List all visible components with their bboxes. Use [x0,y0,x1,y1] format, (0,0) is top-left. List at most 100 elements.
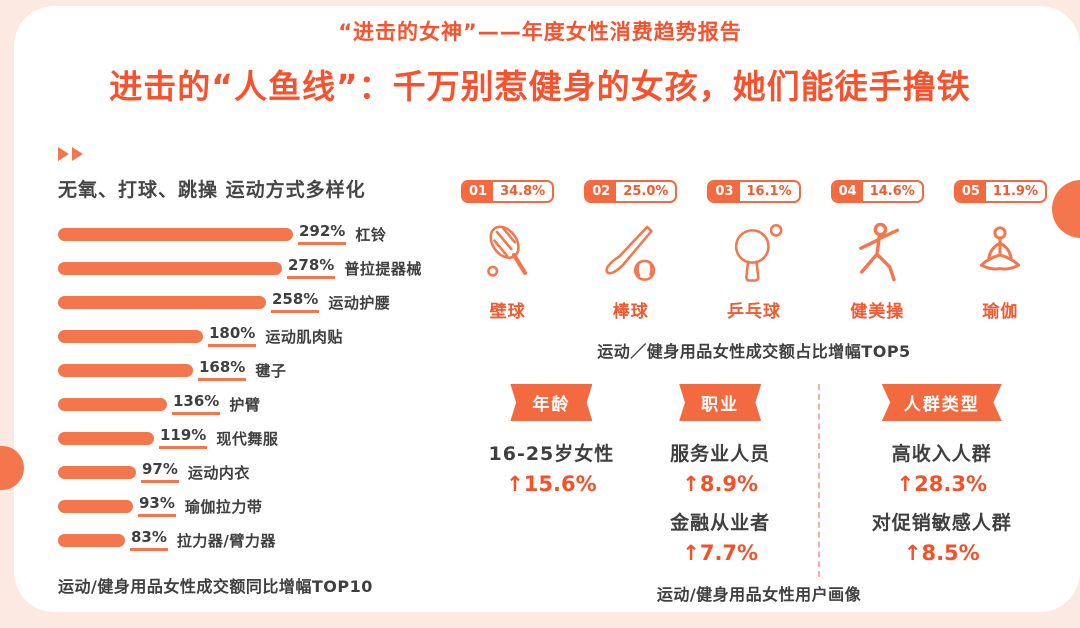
rank-badge: 01 34.8% [461,180,555,203]
bar-value: 292% [298,223,347,245]
bar-label: 运动内衣 [187,463,250,482]
rank-number: 05 [955,182,986,201]
profile-label: 16-25岁女性 [488,443,615,465]
bar-value: 258% [271,291,320,313]
top5-item: 04 14.6% 健美操 [816,180,939,322]
profile-column: 人群类型 高收入人群 ↑28.3% 对促销敏感人群 ↑8.5% [817,384,1050,577]
bar-value: 168% [198,359,247,381]
bar-label: 普拉提器械 [344,259,422,278]
bar-label: 毽子 [255,361,287,380]
profile-label: 对促销敏感人群 [871,512,1012,534]
top5-label: 瑜伽 [982,302,1019,322]
bar [58,431,154,445]
ribbon-header: 人群类型 [881,384,1002,421]
rank-badge: 05 11.9% [953,180,1048,203]
rank-number: 04 [832,182,863,201]
rank-badge: 04 14.6% [830,180,924,203]
profile-label: 高收入人群 [891,443,992,465]
top5-label: 健美操 [850,302,905,322]
yoga-icon [966,207,1034,291]
rank-number: 03 [709,182,740,201]
profile-column: 职业 服务业人员 ↑8.9% 金融从业者 ↑7.7% [635,384,806,577]
profile-entry: 金融从业者 ↑7.7% [635,508,806,565]
ribbon-header: 年龄 [510,384,593,421]
profile-caption: 运动/健身用品女性用户画像 [656,585,862,604]
rank-percent: 25.0% [623,184,669,199]
profile-entry: 对促销敏感人群 ↑8.5% [834,508,1050,565]
profile-value: ↑15.6% [506,472,597,496]
baseball-bat-icon [597,207,665,291]
top5-section: 01 34.8% 壁球 02 25.0% 棒球 [446,180,1062,362]
bar-value: 83% [130,529,168,551]
bar-row: 168% 毽子 [58,353,460,387]
rank-badge: 03 16.1% [707,180,801,203]
profile-value: ↑28.3% [896,472,987,496]
profile-label: 服务业人员 [670,443,771,465]
bar [58,465,136,479]
bar [58,261,282,275]
profile-value: ↑8.9% [682,472,759,496]
bar-row: 119% 现代舞服 [58,421,460,455]
aerobics-icon [843,207,911,291]
top5-label: 壁球 [489,302,526,322]
profile-label: 金融从业者 [670,512,771,534]
squash-racket-icon [474,207,542,291]
top5-item: 03 16.1% 乒乓球 [692,180,815,322]
bar-label: 拉力器/臂力器 [176,531,276,550]
profile-columns: 年龄 16-25岁女性 ↑15.6% 职业 服务业人员 ↑8.9% 金融从业者 … [468,384,1050,577]
bar [58,397,167,411]
bar-label: 护臂 [229,395,261,414]
bar-row: 258% 运动护腰 [58,285,460,319]
profile-entry: 16-25岁女性 ↑15.6% [468,439,635,496]
section-subtitle: 无氧、打球、跳操 运动方式多样化 [58,179,366,201]
bar-value: 180% [208,325,257,347]
rank-number: 02 [586,182,617,201]
page-title: 进击的“人鱼线”：千万别惹健身的女孩，她们能徒手撸铁 [109,67,971,106]
profile-entries: 服务业人员 ↑8.9% 金融从业者 ↑7.7% [635,439,806,565]
profile-entry: 服务业人员 ↑8.9% [635,439,806,496]
bar-row: 97% 运动内衣 [58,455,460,489]
bar-value: 119% [159,427,208,449]
bar [58,499,133,513]
bar-label: 运动肌肉贴 [265,327,343,346]
card-background [14,6,1080,612]
bar [58,363,193,377]
bar-row: 278% 普拉提器械 [58,251,460,285]
bar-label: 现代舞服 [216,429,279,448]
user-profile-section: 年龄 16-25岁女性 ↑15.6% 职业 服务业人员 ↑8.9% 金融从业者 … [468,384,1050,605]
rank-badge: 02 25.0% [584,180,678,203]
bar [58,329,203,343]
top5-item: 01 34.8% 壁球 [446,180,569,322]
top5-items: 01 34.8% 壁球 02 25.0% 棒球 [446,180,1062,322]
profile-value: ↑7.7% [682,541,759,565]
bar [58,227,293,241]
profile-entries: 16-25岁女性 ↑15.6% [468,439,635,496]
profile-entries: 高收入人群 ↑28.3% 对促销敏感人群 ↑8.5% [834,439,1050,565]
bar [58,295,266,309]
profile-column: 年龄 16-25岁女性 ↑15.6% [468,384,635,577]
bar-value: 278% [287,257,336,279]
top10-caption: 运动/健身用品女性成交额同比增幅TOP10 [58,577,373,596]
rank-percent: 11.9% [992,184,1039,199]
top5-label: 棒球 [612,302,649,322]
bar-row: 83% 拉力器/臂力器 [58,523,460,557]
rank-percent: 34.8% [500,184,546,199]
report-title-tag: “进击的女神”——年度女性消费趋势报告 [338,20,742,44]
double-right-arrow-icon [58,146,460,162]
bar-row: 93% 瑜伽拉力带 [58,489,460,523]
top10-bar-chart: 292% 杠铃 278% 普拉提器械 258% 运动护腰 180% 运动肌肉贴 … [58,217,460,557]
bar-value: 97% [141,461,179,483]
top5-item: 05 11.9% 瑜伽 [939,180,1062,322]
rank-number: 01 [463,182,494,201]
bar [58,533,125,547]
bar-value: 93% [138,495,176,517]
bar-row: 136% 护臂 [58,387,460,421]
top10-chart-section: 无氧、打球、跳操 运动方式多样化 292% 杠铃 278% 普拉提器械 258%… [58,146,460,597]
bar-value: 136% [172,393,221,415]
bar-label: 瑜伽拉力带 [184,497,263,516]
top5-item: 02 25.0% 棒球 [569,180,692,322]
bar-label: 杠铃 [355,225,387,244]
bar-label: 运动护腰 [328,293,391,312]
top5-caption: 运动／健身用品女性成交额占比增幅TOP5 [597,342,911,361]
